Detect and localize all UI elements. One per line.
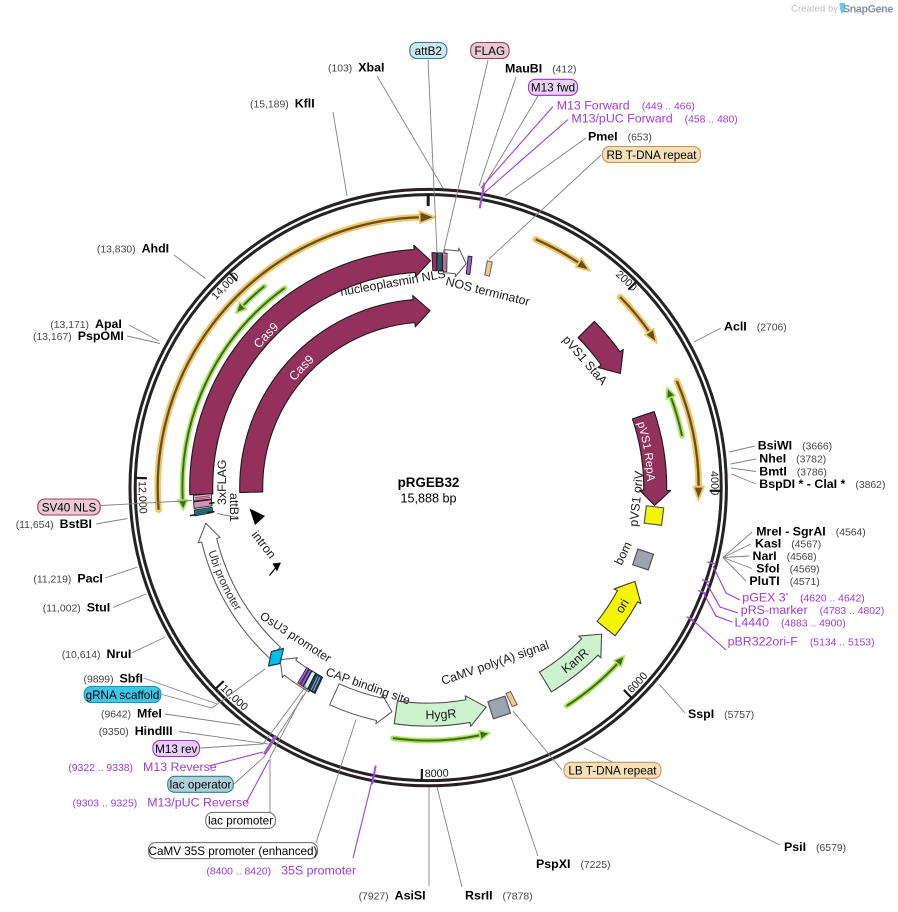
svg-text:Created by: Created by (791, 4, 838, 15)
svg-text:attB2: attB2 (415, 45, 442, 58)
svg-text:MreI - SgrAI(4564): MreI - SgrAI (4564) (756, 524, 866, 538)
svg-text:LB T-DNA repeat: LB T-DNA repeat (568, 765, 657, 778)
svg-text:HygR: HygR (425, 706, 457, 722)
svg-text:(13,167)PspOMI: (13,167) PspOMI (33, 329, 124, 343)
svg-text:15,888 bp: 15,888 bp (400, 492, 456, 506)
svg-text:(8400 .. 8420)35S promoter: (8400 .. 8420) 35S promoter (206, 864, 356, 878)
svg-text:FLAG: FLAG (475, 45, 506, 58)
svg-text:lac promoter: lac promoter (208, 815, 273, 828)
svg-text:RB T-DNA repeat: RB T-DNA repeat (606, 149, 697, 162)
svg-text:SnapGene: SnapGene (843, 4, 893, 16)
svg-text:M13 Forward(449 .. 466): M13 Forward (449 .. 466) (557, 99, 695, 113)
svg-text:MauBI(412): MauBI (412) (505, 62, 576, 76)
svg-text:gRNA scaffold: gRNA scaffold (86, 689, 160, 702)
svg-text:(15,189)KflI: (15,189) KflI (250, 97, 315, 111)
svg-text:M13/pUC Forward(458 .. 480): M13/pUC Forward (458 .. 480) (571, 112, 737, 126)
svg-text:12,000: 12,000 (136, 481, 149, 514)
svg-text:(11,219)PacI: (11,219) PacI (33, 572, 102, 586)
svg-text:SV40 NLS: SV40 NLS (42, 501, 97, 514)
svg-text:L4440(4883 .. 4900): L4440 (4883 .. 4900) (735, 615, 846, 629)
svg-text:pGEX 3'(4620 .. 4642): pGEX 3' (4620 .. 4642) (742, 590, 864, 604)
svg-text:pRGEB32: pRGEB32 (398, 475, 460, 490)
svg-text:3xFLAG: 3xFLAG (215, 460, 229, 505)
svg-text:(13,830)AhdI: (13,830) AhdI (97, 242, 169, 256)
svg-text:lac operator: lac operator (170, 779, 232, 792)
svg-text:CaMV 35S promoter (enhanced): CaMV 35S promoter (enhanced) (149, 845, 318, 858)
svg-text:pVS1 oriV: pVS1 oriV (627, 470, 647, 528)
svg-text:M13 rev: M13 rev (155, 743, 197, 756)
svg-text:(10,614)NruI: (10,614) NruI (62, 647, 132, 661)
svg-text:M13 fwd: M13 fwd (531, 82, 575, 95)
svg-text:attB1: attB1 (227, 493, 241, 522)
svg-text:(9322 .. 9338)M13 Reverse: (9322 .. 9338) M13 Reverse (68, 760, 216, 774)
svg-text:(9303 .. 9325)M13/pUC Reverse: (9303 .. 9325) M13/pUC Reverse (73, 795, 250, 809)
svg-text:BspDI * - ClaI *(3862): BspDI * - ClaI * (3862) (759, 477, 885, 491)
svg-text:8000: 8000 (425, 767, 449, 780)
svg-text:(9899)SbfI: (9899) SbfI (84, 671, 143, 685)
svg-text:(13,171)ApaI: (13,171) ApaI (50, 317, 122, 331)
svg-text:(11,002)StuI: (11,002) StuI (43, 601, 110, 615)
svg-text:ori: ori (613, 597, 632, 616)
svg-text:(9350)HindIII: (9350) HindIII (99, 724, 173, 738)
